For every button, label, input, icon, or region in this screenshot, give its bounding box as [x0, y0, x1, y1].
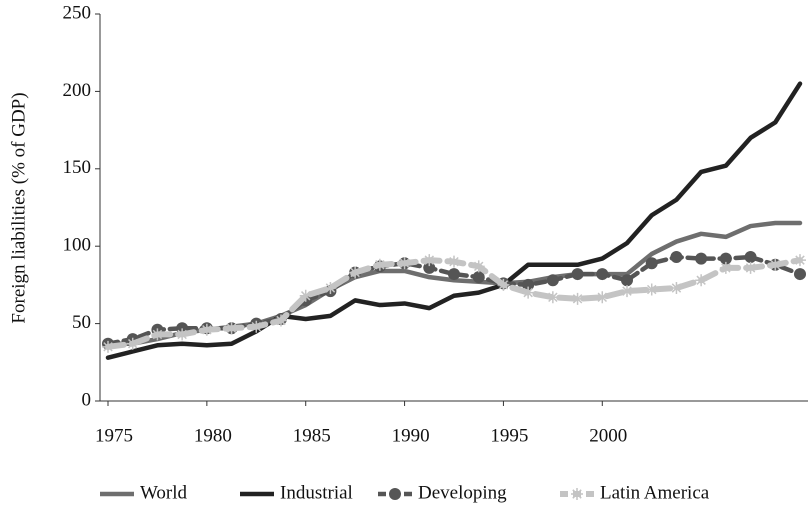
legend-marker	[571, 488, 583, 500]
marker	[571, 268, 584, 281]
x-tick-label: 1975	[95, 425, 133, 446]
x-tick-label: 1980	[194, 425, 232, 446]
marker	[151, 328, 164, 341]
y-tick-label: 100	[63, 235, 92, 256]
marker	[497, 278, 510, 291]
marker	[472, 271, 485, 284]
legend-label: Developing	[418, 482, 507, 503]
x-tick-label: 2000	[589, 425, 627, 446]
marker	[324, 281, 337, 294]
marker	[571, 292, 584, 305]
marker	[670, 281, 683, 294]
legend-marker	[389, 488, 401, 500]
marker	[448, 255, 460, 268]
marker	[472, 260, 485, 273]
marker	[423, 254, 436, 267]
marker	[794, 254, 806, 267]
marker	[176, 328, 189, 341]
marker	[695, 252, 708, 265]
marker	[769, 258, 782, 271]
marker	[719, 252, 732, 265]
marker	[126, 337, 139, 350]
marker	[373, 258, 386, 271]
y-tick-label: 50	[72, 312, 91, 333]
series-line	[105, 81, 803, 360]
marker	[299, 289, 312, 302]
y-tick-label: 0	[82, 389, 92, 410]
marker	[349, 266, 362, 279]
y-tick-label: 250	[63, 2, 92, 23]
marker	[225, 322, 238, 335]
marker	[670, 251, 683, 264]
marker	[102, 340, 114, 353]
legend-label: Industrial	[280, 482, 353, 503]
marker	[695, 274, 708, 287]
marker	[596, 291, 609, 304]
marker	[719, 261, 732, 274]
marker	[522, 278, 535, 291]
marker	[794, 268, 806, 281]
marker	[423, 261, 436, 274]
y-tick-label: 150	[63, 157, 92, 178]
marker	[744, 261, 757, 274]
y-axis-label: Foreign liabilities (% of GDP)	[8, 92, 29, 323]
marker	[744, 251, 757, 264]
marker	[621, 285, 633, 298]
x-tick-label: 1985	[293, 425, 331, 446]
x-tick-label: 1995	[490, 425, 528, 446]
marker	[448, 268, 460, 281]
marker	[250, 320, 263, 333]
legend-label: World	[140, 482, 188, 503]
marker	[645, 257, 658, 270]
x-tick-label: 1990	[392, 425, 430, 446]
legend-label: Latin America	[600, 482, 710, 503]
marker	[546, 291, 559, 304]
marker	[275, 314, 287, 327]
marker	[200, 323, 213, 336]
marker	[398, 257, 411, 270]
marker	[645, 283, 658, 296]
marker	[546, 274, 559, 287]
y-tick-label: 200	[63, 80, 92, 101]
marker	[522, 286, 535, 299]
marker	[621, 274, 633, 287]
marker	[596, 268, 609, 281]
